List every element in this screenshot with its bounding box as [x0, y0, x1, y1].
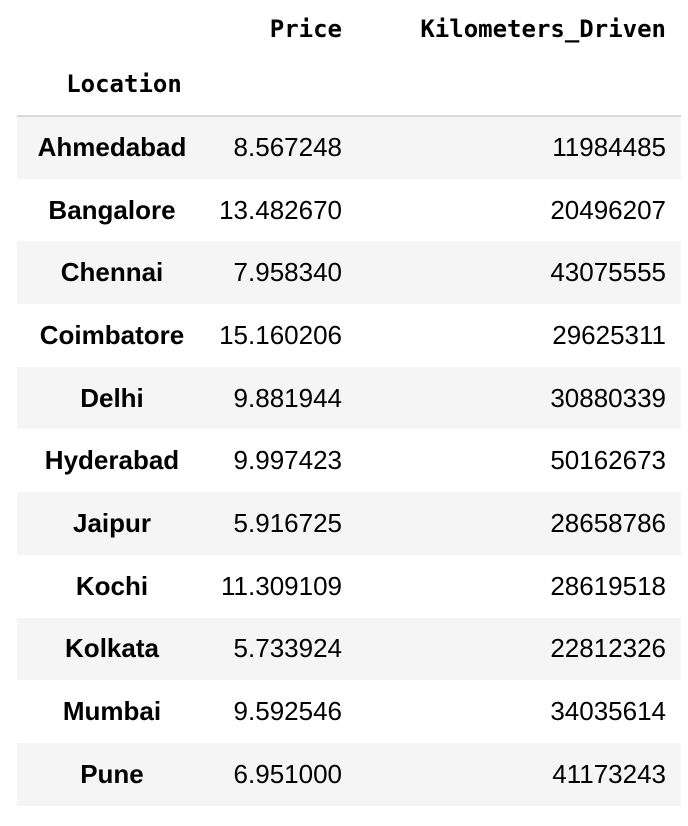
- kilometers-cell: 20496207: [550, 194, 666, 225]
- table-row: Ahmedabad 8.567248 11984485: [17, 116, 681, 179]
- table-row: Pune 6.951000 41173243: [17, 742, 681, 806]
- kilometers-cell: 28619518: [550, 570, 666, 601]
- kilometers-cell: 22812326: [550, 633, 666, 664]
- column-header-row: Price Kilometers_Driven: [17, 0, 681, 52]
- table-row: Chennai 7.958340 43075555: [17, 241, 681, 305]
- row-label: Ahmedabad: [37, 132, 187, 163]
- table-row: Bangalore 13.482670 20496207: [17, 178, 681, 242]
- table-row: Hyderabad 9.997423 50162673: [17, 429, 681, 493]
- table-row: Coimbatore 15.160206 29625311: [17, 304, 681, 367]
- price-cell: 7.958340: [233, 257, 342, 288]
- index-name-blank-km: [357, 52, 681, 116]
- row-label: Mumbai: [62, 696, 162, 727]
- row-label: Kochi: [75, 570, 149, 601]
- price-cell: 9.881944: [233, 382, 342, 413]
- kilometers-cell: 43075555: [550, 257, 666, 288]
- kilometers-cell: 30880339: [550, 382, 666, 413]
- price-cell: 9.997423: [233, 445, 342, 476]
- index-name-header: Location: [66, 69, 182, 98]
- table-row: Kochi 11.309109 28619518: [17, 554, 681, 618]
- row-label: Chennai: [60, 257, 164, 288]
- price-cell: 9.592546: [233, 696, 342, 727]
- index-name-row: Location: [17, 52, 681, 116]
- dataframe-table: Price Kilometers_Driven Location Ahmedab…: [17, 0, 681, 806]
- row-label: Pune: [80, 758, 144, 789]
- table-body: Ahmedabad 8.567248 11984485 Bangalore 13…: [17, 116, 681, 806]
- kilometers-cell: 41173243: [552, 758, 666, 789]
- index-name-blank-price: [207, 52, 357, 116]
- kilometers-cell: 28658786: [550, 507, 666, 538]
- price-cell: 5.916725: [233, 507, 342, 538]
- price-cell: 5.733924: [233, 633, 342, 664]
- index-corner-cell: [17, 0, 207, 52]
- kilometers-cell: 29625311: [552, 319, 666, 350]
- price-cell: 11.309109: [221, 570, 342, 601]
- table-header: Price Kilometers_Driven Location: [17, 0, 681, 116]
- column-header-kilometers-driven: Kilometers_Driven: [420, 15, 666, 43]
- row-label: Hyderabad: [44, 445, 180, 476]
- row-label: Jaipur: [72, 507, 152, 538]
- row-label: Delhi: [80, 382, 144, 413]
- price-cell: 8.567248: [233, 132, 342, 163]
- price-cell: 15.160206: [219, 319, 342, 350]
- price-cell: 6.951000: [233, 758, 342, 789]
- table-row: Kolkata 5.733924 22812326: [17, 617, 681, 681]
- price-cell: 13.482670: [219, 194, 342, 225]
- row-label: Coimbatore: [39, 319, 185, 350]
- kilometers-cell: 34035614: [550, 696, 666, 727]
- kilometers-cell: 50162673: [550, 445, 666, 476]
- row-label: Kolkata: [65, 633, 159, 664]
- table-row: Mumbai 9.592546 34035614: [17, 680, 681, 743]
- row-label: Bangalore: [48, 194, 176, 225]
- table-row: Jaipur 5.916725 28658786: [17, 492, 681, 555]
- table-row: Delhi 9.881944 30880339: [17, 366, 681, 430]
- kilometers-cell: 11984485: [552, 132, 666, 163]
- column-header-price: Price: [269, 15, 342, 43]
